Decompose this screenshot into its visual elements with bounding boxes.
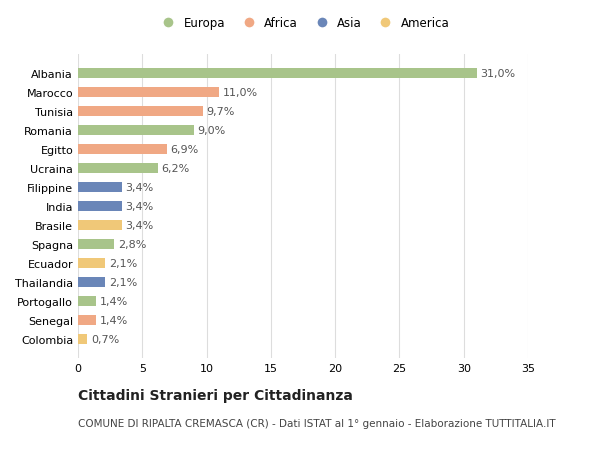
- Bar: [78, 126, 194, 136]
- Text: 9,0%: 9,0%: [197, 126, 226, 136]
- Text: 3,4%: 3,4%: [125, 220, 154, 230]
- Bar: [78, 106, 203, 117]
- Text: COMUNE DI RIPALTA CREMASCA (CR) - Dati ISTAT al 1° gennaio - Elaborazione TUTTIT: COMUNE DI RIPALTA CREMASCA (CR) - Dati I…: [78, 418, 556, 428]
- Text: 2,8%: 2,8%: [118, 240, 146, 249]
- Bar: [78, 239, 114, 250]
- Bar: [78, 88, 220, 98]
- Bar: [78, 145, 167, 155]
- Legend: Europa, Africa, Asia, America: Europa, Africa, Asia, America: [152, 12, 454, 35]
- Text: 9,7%: 9,7%: [206, 107, 235, 117]
- Text: 1,4%: 1,4%: [100, 315, 128, 325]
- Text: 2,1%: 2,1%: [109, 258, 137, 269]
- Text: 0,7%: 0,7%: [91, 334, 119, 344]
- Text: 3,4%: 3,4%: [125, 202, 154, 212]
- Bar: [78, 334, 87, 344]
- Bar: [78, 182, 122, 193]
- Bar: [78, 69, 476, 79]
- Bar: [78, 315, 96, 325]
- Bar: [78, 258, 105, 269]
- Text: 1,4%: 1,4%: [100, 296, 128, 306]
- Text: 6,9%: 6,9%: [170, 145, 199, 155]
- Text: Cittadini Stranieri per Cittadinanza: Cittadini Stranieri per Cittadinanza: [78, 388, 353, 402]
- Text: 11,0%: 11,0%: [223, 88, 259, 98]
- Text: 3,4%: 3,4%: [125, 183, 154, 193]
- Text: 6,2%: 6,2%: [161, 164, 190, 174]
- Bar: [78, 296, 96, 307]
- Bar: [78, 277, 105, 287]
- Bar: [78, 163, 158, 174]
- Bar: [78, 220, 122, 231]
- Text: 2,1%: 2,1%: [109, 277, 137, 287]
- Bar: [78, 202, 122, 212]
- Text: 31,0%: 31,0%: [481, 69, 515, 79]
